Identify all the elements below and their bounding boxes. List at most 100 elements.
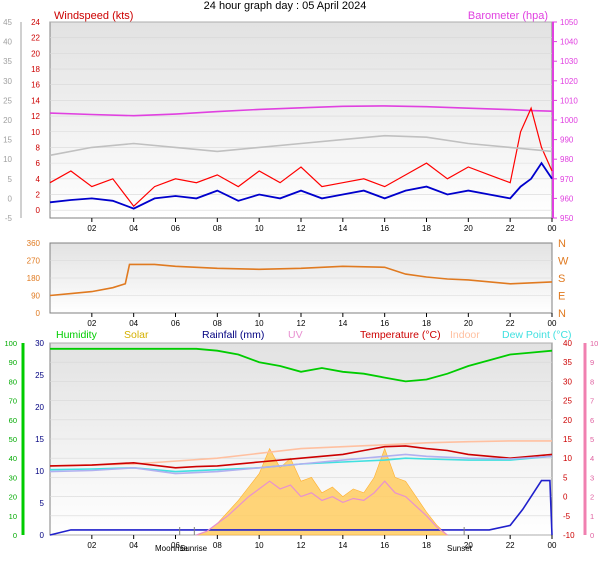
panel3-x-tick-label: 18 (422, 541, 431, 550)
panel1-wind-tick-label: 24 (31, 18, 40, 27)
panel3-x-tick-label: 20 (464, 541, 473, 550)
panel3-temp-tick-label: 10 (563, 454, 572, 463)
panel3-temp-tick-label: -5 (563, 512, 571, 521)
panel1-wind-tick-label: 12 (31, 112, 40, 121)
panel2-tick-label: 180 (27, 274, 41, 283)
panel1-wind-tick-label: 22 (31, 34, 40, 43)
panel3-x-tick-label: 02 (87, 541, 96, 550)
panel3-uv-tick-label: 5 (590, 435, 594, 444)
panel2-series-direction (49, 263, 553, 297)
panel2-x-tick-label: 12 (297, 319, 306, 328)
panel1-wind-tick-label: 18 (31, 65, 40, 74)
panel3-legend-item: Rainfall (mm) (202, 329, 264, 341)
panel1-series-barometer (49, 105, 553, 117)
panel1-gray-tick-label: 5 (8, 175, 13, 184)
panel3-uv-tick-label: 1 (590, 512, 594, 521)
panel1-baro-tick-label: 1020 (560, 77, 578, 86)
panel1-baro-tick-label: 1040 (560, 38, 578, 47)
panel3-event-label: Sunset (447, 544, 473, 553)
panel3-humidity-tick-label: 40 (9, 454, 17, 463)
panel1-baro-tick-label: 1030 (560, 57, 578, 66)
panel3-humidity-tick-label: 50 (9, 435, 17, 444)
panel3-legend-item: Solar (124, 329, 149, 341)
panel3-legend-item: Indoor (450, 329, 480, 341)
panel2-tick-label: 90 (31, 292, 40, 301)
panel3-legend-item: Dew Point (°C) (502, 329, 572, 341)
panel3-x-tick-label: 00 (548, 541, 557, 550)
panel3-uv-tick-label: 7 (590, 397, 594, 406)
panel3-humidity-tick-label: 30 (9, 473, 17, 482)
panel2-x-tick-label: 04 (129, 319, 138, 328)
panel3-rain-tick-label: 30 (35, 339, 44, 348)
panel1-wind-tick-label: 16 (31, 81, 40, 90)
panel3-temp-tick-label: 35 (563, 358, 572, 367)
panel3-temp-tick-label: 5 (563, 473, 568, 482)
panel3-humidity-tick-label: 60 (9, 416, 17, 425)
panel1-gray-tick-label: 0 (8, 194, 13, 203)
panel1-series-gray (49, 134, 553, 157)
panel1-gray-tick-label: 35 (3, 57, 12, 66)
panel1-x-tick-label: 16 (380, 224, 389, 233)
panel1-gray-tick-label: 25 (3, 96, 12, 105)
panel1-series-gust (49, 106, 553, 208)
panel3-x-tick-label: 14 (338, 541, 347, 550)
panel3-rain-tick-label: 25 (35, 371, 44, 380)
panel3-uv-tick-label: 6 (590, 416, 594, 425)
panel3-event-label: Sunrise (180, 544, 208, 553)
panel1-left-axis-label: Windspeed (kts) (54, 10, 133, 22)
panel1-baro-tick-label: 980 (560, 155, 574, 164)
panel1-gray-tick-label: 20 (3, 116, 12, 125)
panel1-baro-tick-label: 990 (560, 136, 574, 145)
panel1-wind-tick-label: 2 (36, 190, 41, 199)
panel3-rain-tick-label: 0 (40, 531, 45, 540)
panel3-temp-tick-label: 20 (563, 416, 572, 425)
panel3-x-tick-label: 10 (255, 541, 264, 550)
panel1-wind-tick-label: 14 (31, 96, 40, 105)
panel3-uv-tick-label: 4 (590, 454, 594, 463)
panel1-baro-tick-label: 960 (560, 194, 574, 203)
panel1-baro-tick-label: 950 (560, 214, 574, 223)
panel1-x-tick-label: 14 (338, 224, 347, 233)
panel2-x-tick-label: 22 (506, 319, 515, 328)
panel3-rain-tick-label: 10 (35, 467, 44, 476)
panel3-legend-item: Temperature (°C) (360, 329, 441, 341)
panel2-compass-label: S (558, 273, 565, 285)
panel3-temp-tick-label: 25 (563, 397, 572, 406)
panel2-x-tick-label: 16 (380, 319, 389, 328)
panel3-series-lavender (49, 453, 553, 475)
panel3-series-humidity (50, 347, 553, 383)
panel1-gray-tick-label: 45 (3, 18, 12, 27)
panel3-uv-tick-label: 2 (590, 493, 594, 502)
panel1-wind-tick-label: 10 (31, 128, 40, 137)
panel2-compass-label: E (558, 291, 565, 303)
panel1-x-tick-label: 22 (506, 224, 515, 233)
panel2-tick-label: 0 (36, 309, 41, 318)
panel3-humidity-tick-label: 100 (4, 339, 17, 348)
panel3-x-tick-label: 06 (171, 541, 180, 550)
panel3-uv-tick-label: 0 (590, 531, 594, 540)
panel1-x-tick-label: 10 (255, 224, 264, 233)
panel3-uv-tick-label: 9 (590, 358, 594, 367)
panel1-gray-tick-label: 15 (3, 136, 12, 145)
panel2-tick-label: 360 (27, 239, 41, 248)
panel2-x-tick-label: 14 (338, 319, 347, 328)
panel3-x-tick-label: 12 (297, 541, 306, 550)
panel1-gray-tick-label: 10 (3, 155, 12, 164)
panel3-temp-tick-label: 30 (563, 377, 572, 386)
panel1-wind-tick-label: 8 (36, 143, 41, 152)
panel1-x-tick-label: 18 (422, 224, 431, 233)
panel3-uv-tick-label: 10 (590, 339, 598, 348)
panel3-rain-tick-label: 20 (35, 403, 44, 412)
panel1-x-tick-label: 20 (464, 224, 473, 233)
panel2-tick-label: 270 (27, 257, 41, 266)
panel3-temp-tick-label: -10 (563, 531, 575, 540)
panel2-compass-label: N (558, 308, 566, 320)
panel3-series-rainfall (49, 479, 553, 536)
panel2-x-tick-label: 06 (171, 319, 180, 328)
panel1-gray-tick-label: 30 (3, 77, 12, 86)
panel3-legend-item: UV (288, 329, 303, 341)
panel1-x-tick-label: 12 (297, 224, 306, 233)
panel3-uv-tick-label: 8 (590, 377, 594, 386)
panel1-x-tick-label: 04 (129, 224, 138, 233)
